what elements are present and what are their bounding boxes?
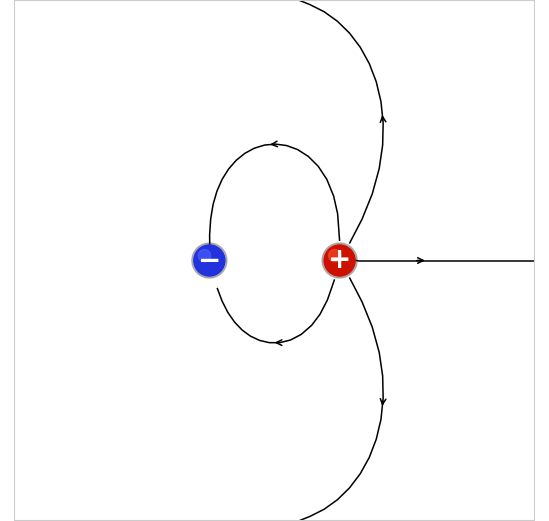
FancyArrowPatch shape: [272, 141, 277, 147]
Text: −: −: [198, 246, 221, 275]
FancyArrowPatch shape: [417, 258, 423, 263]
FancyArrowPatch shape: [276, 340, 282, 345]
FancyArrowPatch shape: [380, 399, 386, 404]
Circle shape: [198, 250, 211, 262]
Circle shape: [328, 250, 341, 262]
Circle shape: [192, 243, 227, 278]
FancyArrowPatch shape: [380, 117, 386, 122]
Text: +: +: [328, 246, 351, 275]
Circle shape: [322, 243, 357, 278]
Circle shape: [323, 244, 356, 277]
Circle shape: [193, 244, 226, 277]
